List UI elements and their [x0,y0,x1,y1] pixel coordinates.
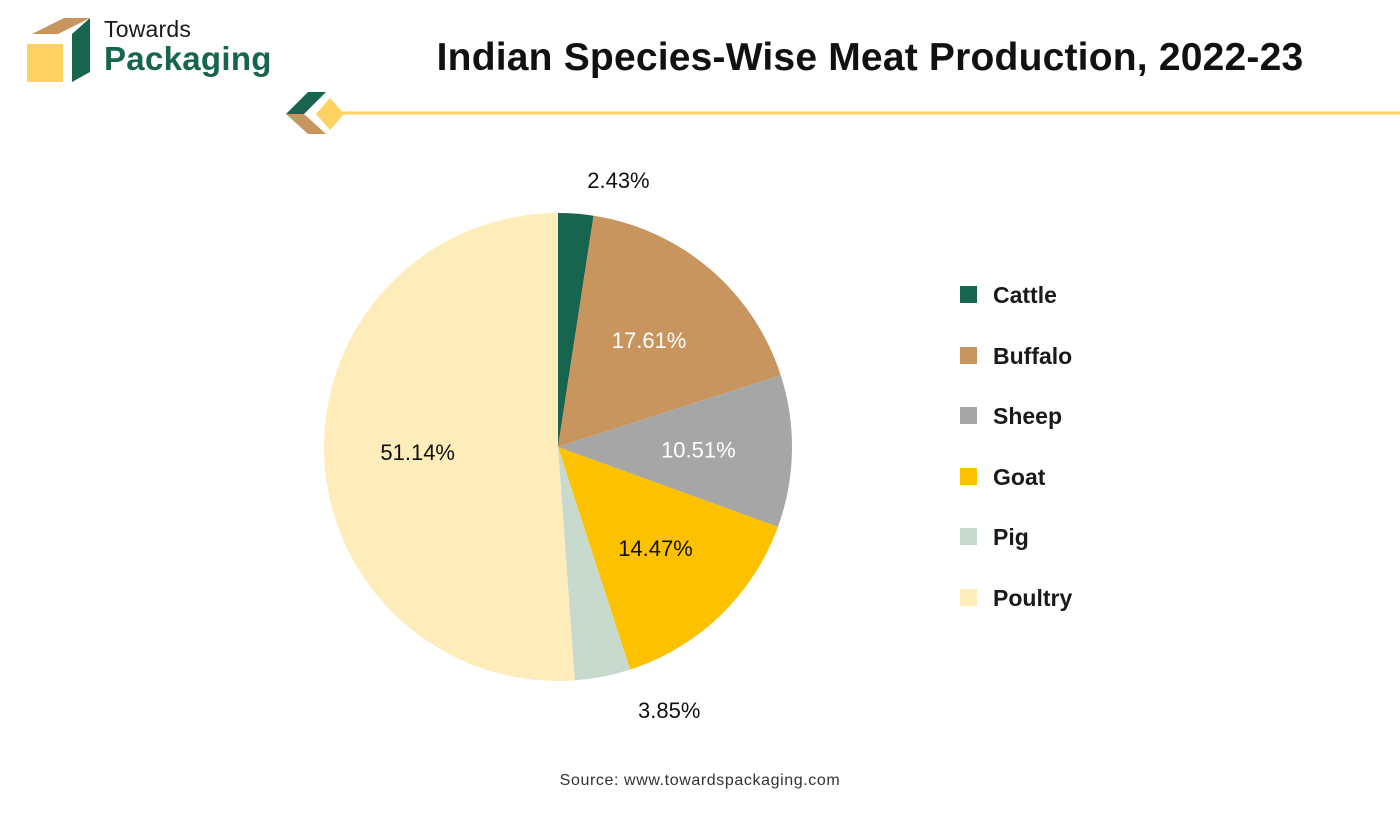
pie-label-goat: 14.47% [618,536,693,561]
pie-slice-pig [558,447,631,681]
legend-label: Buffalo [993,342,1073,369]
pie-label-buffalo: 17.61% [612,328,687,353]
logo-text-packaging: Packaging [104,40,272,77]
legend-item-buffalo: Buffalo [960,341,1180,402]
legend-item-sheep: Sheep [960,401,1180,462]
divider-diamond-icon [286,92,344,134]
legend-swatch [960,588,977,606]
pie-labels: 2.43% 17.61% 10.51% 14.47% 3.85% 51.14% [380,168,735,723]
legend-item-cattle: Cattle [960,280,1180,341]
pie-slice-sheep [558,375,792,527]
legend-label: Sheep [993,403,1063,430]
legend-swatch [960,407,977,425]
legend-item-goat: Goat [960,462,1180,523]
legend-swatch [960,467,977,485]
pie-label-poultry: 51.14% [380,440,455,465]
pie-slices [324,213,792,681]
legend-swatch [960,346,977,364]
legend-label: Poultry [993,584,1073,611]
legend-label: Goat [993,463,1046,490]
chart-title: Indian Species-Wise Meat Production, 202… [436,36,1304,79]
pie-slice-buffalo [558,215,781,447]
brand-logo: Towards Packaging [24,16,284,88]
logo-text-towards: Towards [104,16,192,42]
box-logo-icon [27,18,90,82]
legend-label: Pig [993,524,1029,551]
title-divider [286,92,1400,134]
pie-slice-cattle [558,213,594,447]
legend-item-pig: Pig [960,522,1180,583]
legend-swatch [960,528,977,546]
source-note: Source: www.towardspackaging.com [559,772,841,789]
legend-item-poultry: Poultry [960,583,1180,644]
pie-slice-goat [558,447,778,670]
pie-label-cattle: 2.43% [587,168,649,193]
legend-swatch [960,286,977,303]
pie-slice-poultry [324,213,575,681]
chart-legend: Cattle Buffalo Sheep Goat Pig Poultry [960,280,1180,644]
legend-label: Cattle [993,282,1057,308]
pie-label-sheep: 10.51% [661,438,736,463]
pie-label-pig: 3.85% [638,698,700,723]
